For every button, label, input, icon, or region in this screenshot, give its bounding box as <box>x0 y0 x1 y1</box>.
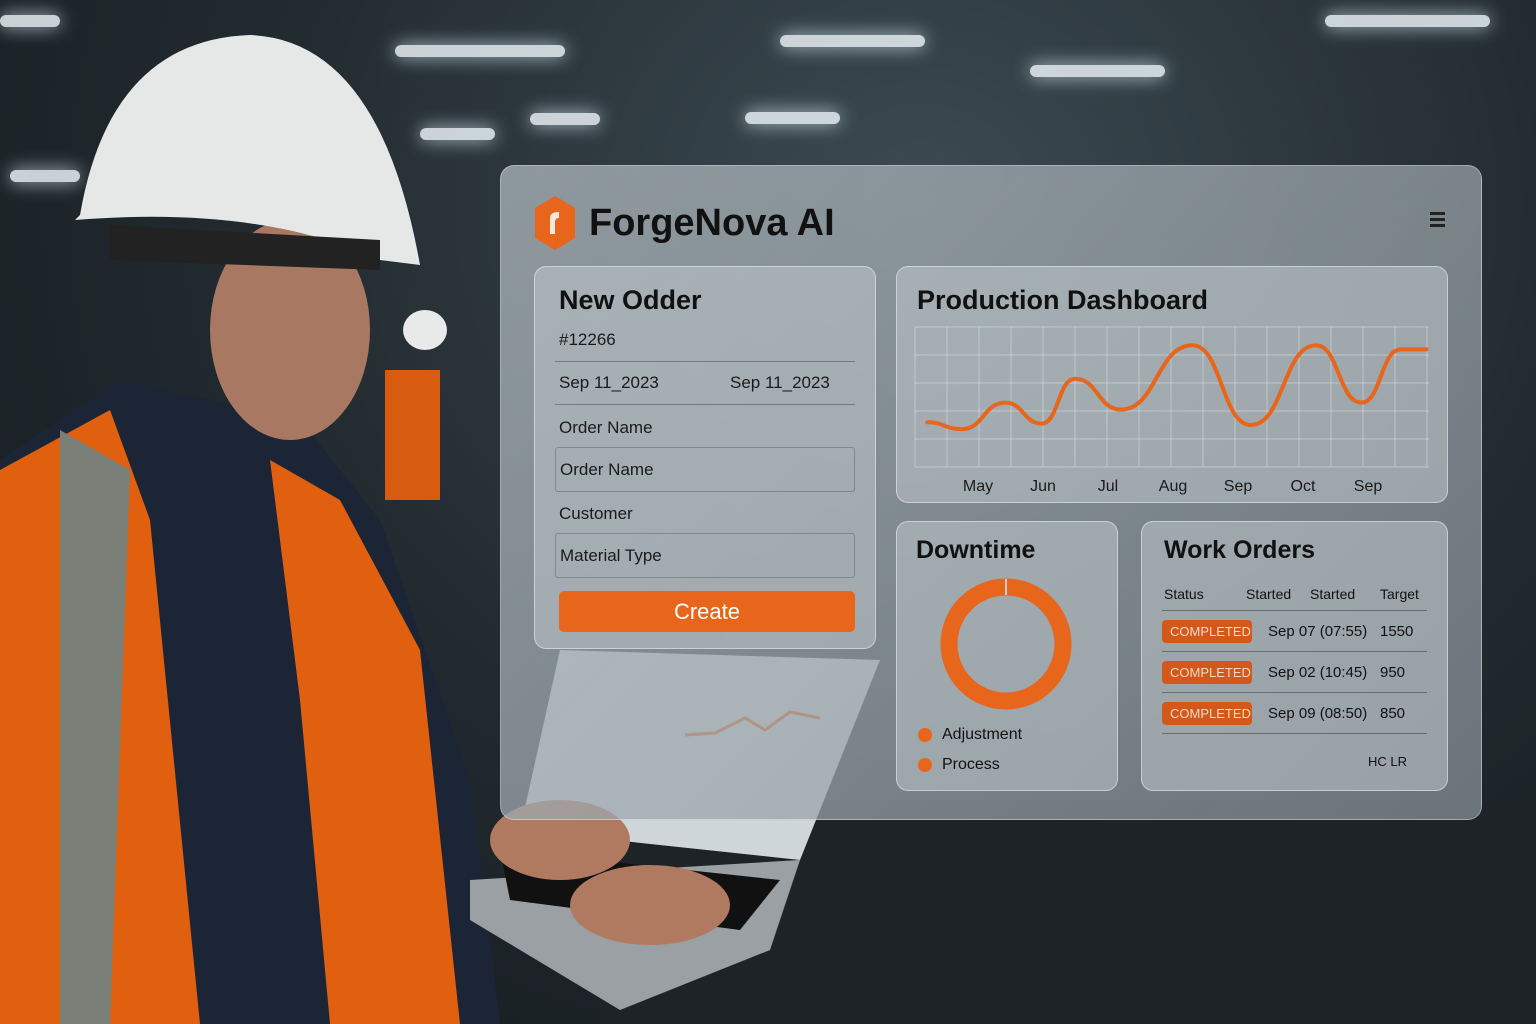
status-badge: COMPLETED <box>1162 660 1252 684</box>
hamburger-menu-icon[interactable] <box>1430 212 1445 227</box>
brand: ForgeNova AI <box>535 196 835 250</box>
material-type-input[interactable]: Material Type <box>555 533 855 578</box>
work-orders-card: Work Orders Status Started Started Targe… <box>1141 521 1448 791</box>
production-series-line <box>925 343 1429 432</box>
table-row[interactable]: COMPLETED Sep 02 (10:45) 950 <box>1162 652 1427 693</box>
x-tick-label: Sep <box>1224 478 1253 495</box>
downtime-card: Downtime Adjustment Process <box>896 521 1118 791</box>
table-footer: HC LR <box>1367 754 1407 769</box>
production-title: Production Dashboard <box>917 285 1209 315</box>
x-tick-label: May <box>963 478 993 495</box>
order-name-input[interactable]: Order Name <box>555 447 855 492</box>
x-tick-label: Aug <box>1159 478 1187 495</box>
legend-dot-icon <box>918 758 932 772</box>
legend-process: Process <box>918 756 1000 774</box>
downtime-title: Downtime <box>916 536 1036 564</box>
forgenova-logo-icon <box>535 196 575 250</box>
legend-dot-icon <box>918 728 932 742</box>
status-badge: COMPLETED <box>1162 701 1252 725</box>
downtime-donut-chart <box>940 578 1072 710</box>
order-name-label: Order Name <box>559 418 653 437</box>
x-tick-label: Oct <box>1291 478 1316 495</box>
table-row[interactable]: COMPLETED Sep 09 (08:50) 850 <box>1162 693 1427 734</box>
new-order-card: New Odder #12266 Sep 11_2023 Sep 11_2023… <box>534 266 876 649</box>
x-tick-label: Jul <box>1098 478 1118 495</box>
legend-adjustment: Adjustment <box>918 726 1022 744</box>
customer-label[interactable]: Customer <box>559 504 633 523</box>
new-order-title: New Odder <box>559 285 702 315</box>
production-line-chart: May Jun Jul Aug Sep Oct Sep <box>914 326 1429 495</box>
x-tick-label: Jun <box>1030 478 1056 495</box>
create-button[interactable]: Create <box>559 591 855 632</box>
order-id: #12266 <box>559 330 616 349</box>
dashboard-panel: ForgeNova AI New Odder #12266 Sep 11_202… <box>500 165 1482 820</box>
production-dashboard-card: Production Dashboard May Jun Jul Aug Sep Oct S… <box>896 266 1448 503</box>
table-header: Status Started Started Target <box>1162 577 1427 611</box>
app-title: ForgeNova AI <box>589 201 835 244</box>
status-badge: COMPLETED <box>1162 619 1252 643</box>
start-date[interactable]: Sep 11_2023 <box>559 373 659 392</box>
table-row[interactable]: COMPLETED Sep 07 (07:55) 1550 <box>1162 611 1427 652</box>
end-date[interactable]: Sep 11_2023 <box>730 373 830 392</box>
x-tick-label: Sep <box>1354 478 1383 495</box>
work-orders-title: Work Orders <box>1164 536 1315 564</box>
